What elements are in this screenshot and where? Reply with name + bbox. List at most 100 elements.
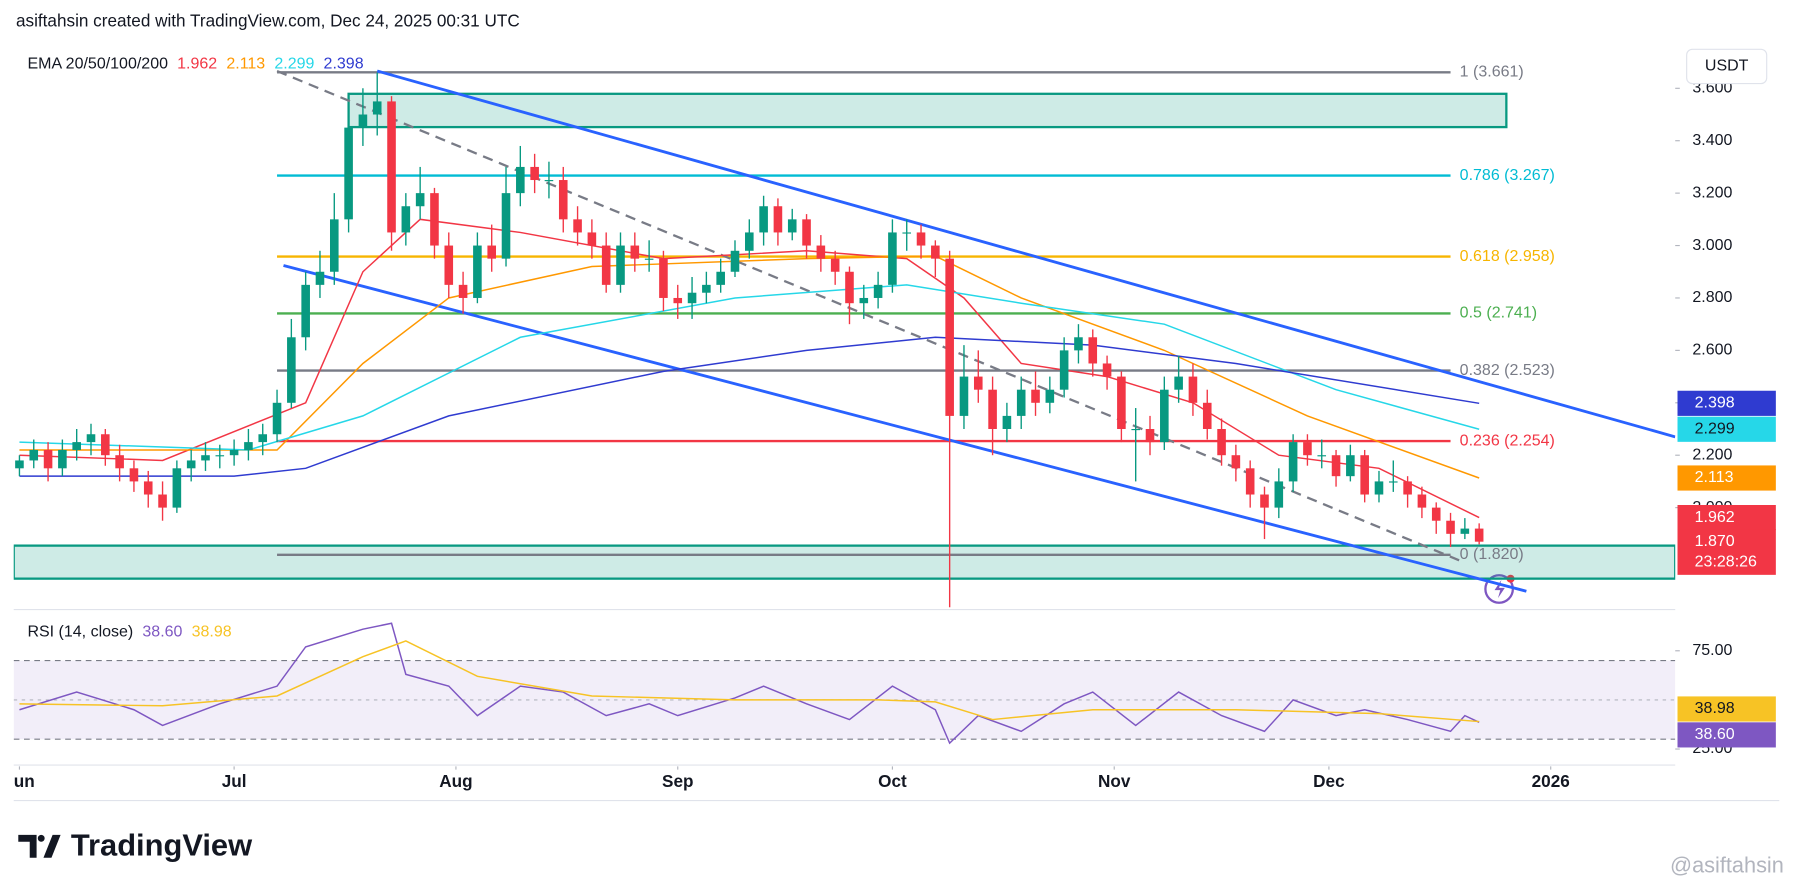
candle-body bbox=[487, 245, 497, 259]
candle-body bbox=[787, 219, 797, 233]
candle-body bbox=[401, 206, 411, 233]
y-tick-label: 2.800 bbox=[1692, 289, 1732, 306]
candle-body bbox=[501, 193, 511, 259]
candle-body bbox=[415, 193, 425, 207]
candle-body bbox=[1074, 337, 1083, 351]
time-axis: Jun Jul Aug Sep Oct Nov Dec 2026 bbox=[4, 766, 1570, 791]
candle-body bbox=[1274, 481, 1284, 508]
candle-body bbox=[129, 468, 139, 482]
candle-body bbox=[630, 245, 640, 259]
candle-body bbox=[301, 284, 310, 338]
candle-body bbox=[859, 297, 869, 304]
x-tick-label: Jun bbox=[4, 771, 34, 791]
candle-body bbox=[287, 337, 296, 403]
candle-body bbox=[1460, 528, 1470, 534]
candle-body bbox=[702, 284, 711, 293]
logo-icon bbox=[18, 834, 61, 858]
price-label-box bbox=[1677, 465, 1776, 491]
fib-label: 0.382 (2.523) bbox=[1460, 362, 1555, 379]
indicator-value: 2.113 bbox=[226, 55, 265, 72]
candle-body bbox=[716, 271, 725, 285]
candle-body bbox=[1474, 528, 1484, 542]
overlay: 1 (3.661) 0.786 (3.267) 0.618 (2.958) 0.5 (… bbox=[27, 48, 1776, 757]
candle-body bbox=[1117, 376, 1126, 429]
candle-body bbox=[1403, 481, 1412, 495]
candle-body bbox=[1174, 376, 1183, 390]
rsi-label: 38.60 bbox=[1695, 726, 1735, 743]
candle-body bbox=[587, 232, 597, 246]
candle-body bbox=[1045, 389, 1055, 403]
rsi-label-box bbox=[1677, 696, 1776, 722]
indicator-value: 2.398 bbox=[324, 55, 364, 72]
candle-body bbox=[673, 297, 683, 304]
y-tick-label: 75.00 bbox=[1692, 642, 1732, 659]
candle-body bbox=[1417, 494, 1427, 508]
candle-body bbox=[888, 232, 897, 285]
price-label: 1.962 bbox=[1695, 509, 1735, 526]
price-label-box bbox=[1677, 505, 1776, 531]
rsi-label: 38.98 bbox=[1695, 700, 1735, 717]
price-label-box bbox=[1677, 416, 1776, 442]
candle-body bbox=[802, 219, 811, 246]
rsi-label-box bbox=[1677, 722, 1776, 748]
candle-body bbox=[344, 127, 353, 220]
x-tick-label: Dec bbox=[1313, 771, 1345, 791]
fib-label: 1 (3.661) bbox=[1460, 64, 1524, 81]
candle-body bbox=[573, 219, 582, 233]
candle-body bbox=[601, 245, 611, 285]
indicator-value: 38.98 bbox=[192, 624, 232, 641]
candle-body bbox=[616, 245, 625, 285]
candle-body bbox=[558, 180, 568, 220]
candle-body bbox=[1331, 455, 1341, 477]
candle-body bbox=[931, 245, 940, 259]
candle-body bbox=[830, 258, 840, 272]
candle-body bbox=[430, 193, 439, 246]
ema-line bbox=[19, 284, 1480, 451]
candle-body bbox=[1360, 455, 1369, 495]
candle-body bbox=[43, 449, 53, 469]
candle-body bbox=[959, 376, 969, 416]
price-label: 2.113 bbox=[1695, 469, 1734, 486]
candle-body bbox=[1446, 520, 1455, 534]
x-tick-label: 2026 bbox=[1532, 771, 1570, 791]
x-tick-label: Nov bbox=[1098, 771, 1131, 791]
indicator-value: 1.962 bbox=[177, 55, 217, 72]
candle-body bbox=[1346, 455, 1355, 477]
price-pane bbox=[13, 69, 1676, 608]
candle-body bbox=[1088, 337, 1098, 364]
candle-body bbox=[115, 455, 124, 469]
candle-body bbox=[873, 284, 883, 298]
candle-body bbox=[1431, 507, 1441, 521]
zone bbox=[13, 544, 1676, 580]
trendline bbox=[283, 264, 1527, 593]
candle-body bbox=[644, 258, 654, 260]
candle-body bbox=[272, 402, 282, 435]
candle-body bbox=[988, 389, 997, 429]
candle-body bbox=[258, 434, 268, 443]
indicator-value: 38.60 bbox=[142, 624, 182, 641]
rsi-line bbox=[19, 640, 1480, 723]
y-tick-label: 3.000 bbox=[1692, 237, 1732, 254]
fib-label: 0.618 (2.958) bbox=[1460, 248, 1555, 265]
candle-body bbox=[659, 258, 668, 298]
candle-body bbox=[845, 271, 854, 304]
candle-body bbox=[315, 271, 325, 285]
header-title: asiftahsin created with TradingView.com,… bbox=[16, 10, 520, 30]
x-tick-label: Sep bbox=[662, 771, 693, 791]
candle-body bbox=[902, 232, 912, 234]
candle-body bbox=[473, 245, 482, 298]
candle-body bbox=[201, 455, 210, 461]
candle-body bbox=[387, 101, 396, 233]
candle-body bbox=[29, 449, 39, 461]
candle-body bbox=[516, 166, 525, 194]
candle-body bbox=[916, 232, 926, 246]
candle-body bbox=[973, 376, 983, 390]
candle-body bbox=[72, 442, 81, 450]
fib-label: 0.786 (3.267) bbox=[1460, 167, 1555, 184]
candle-body bbox=[1303, 442, 1312, 456]
fib-label: 0 (1.820) bbox=[1460, 546, 1524, 563]
indicator-title: RSI (14, close) bbox=[27, 624, 133, 641]
